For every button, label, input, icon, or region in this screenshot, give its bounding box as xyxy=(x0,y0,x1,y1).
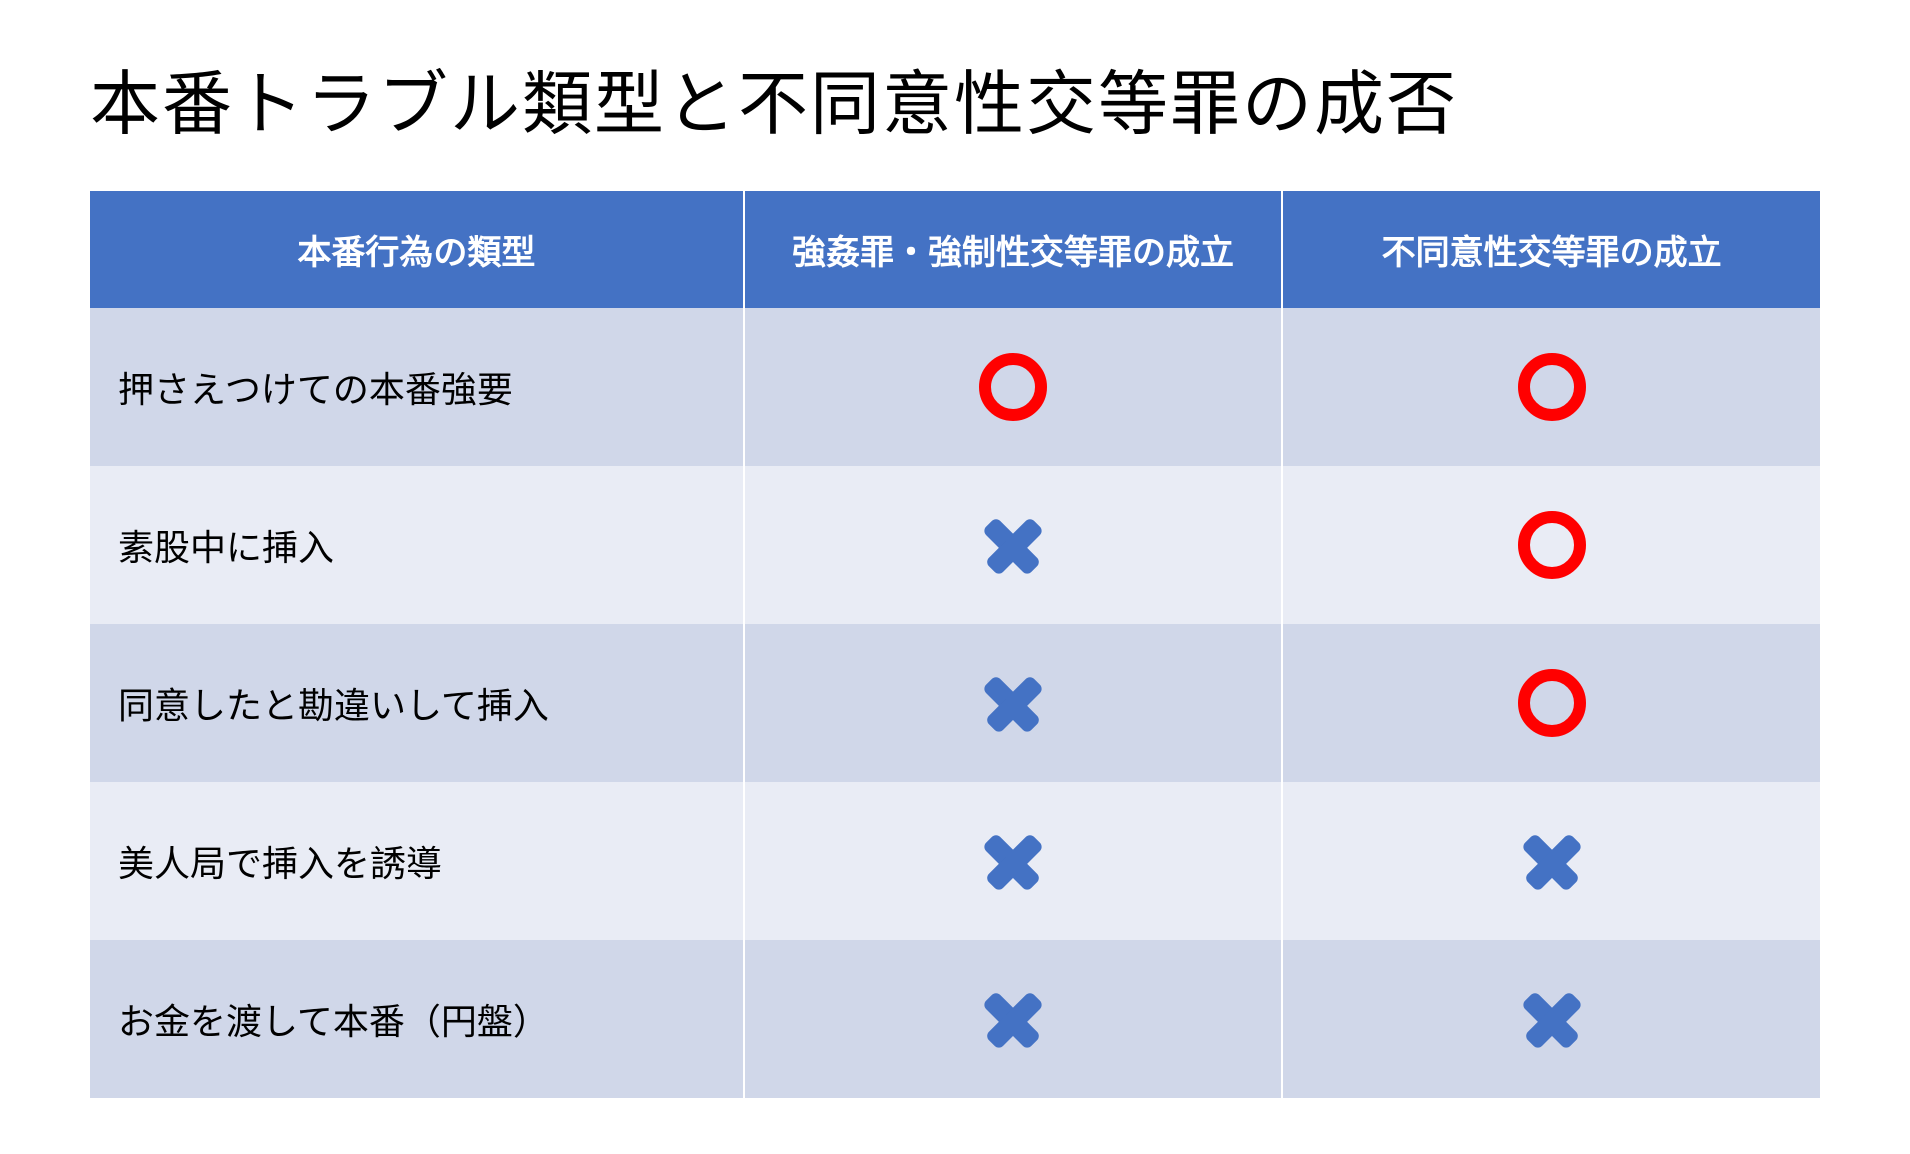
cross-icon xyxy=(973,505,1053,585)
column-header: 本番行為の類型 xyxy=(90,191,744,308)
row-label: 同意したと勘違いして挿入 xyxy=(90,624,744,782)
table-row: お金を渡して本番（円盤） xyxy=(90,940,1820,1098)
table-row: 押さえつけての本番強要 xyxy=(90,308,1820,466)
row-label: 押さえつけての本番強要 xyxy=(90,308,744,466)
table-row: 美人局で挿入を誘導 xyxy=(90,782,1820,940)
cross-icon xyxy=(973,821,1053,901)
slide-title: 本番トラブル類型と不同意性交等罪の成否 xyxy=(90,48,1820,149)
circle-icon xyxy=(1512,663,1592,743)
cross-icon xyxy=(973,663,1053,743)
row-label: 美人局で挿入を誘導 xyxy=(90,782,744,940)
mark-cell xyxy=(1282,466,1820,624)
mark-cell xyxy=(1282,624,1820,782)
row-label: 素股中に挿入 xyxy=(90,466,744,624)
mark-cell xyxy=(1282,308,1820,466)
table-row: 素股中に挿入 xyxy=(90,466,1820,624)
mark-cell xyxy=(744,308,1283,466)
row-label: お金を渡して本番（円盤） xyxy=(90,940,744,1098)
table-header-row: 本番行為の類型 強姦罪・強制性交等罪の成立 不同意性交等罪の成立 xyxy=(90,191,1820,308)
circle-icon xyxy=(1512,505,1592,585)
mark-cell xyxy=(1282,782,1820,940)
mark-cell xyxy=(744,782,1283,940)
cross-icon xyxy=(1512,821,1592,901)
mark-cell xyxy=(744,466,1283,624)
circle-icon xyxy=(973,347,1053,427)
mark-cell xyxy=(1282,940,1820,1098)
mark-cell xyxy=(744,624,1283,782)
circle-icon xyxy=(1512,347,1592,427)
comparison-table: 本番行為の類型 強姦罪・強制性交等罪の成立 不同意性交等罪の成立 押さえつけての… xyxy=(90,191,1820,1098)
cross-icon xyxy=(1512,979,1592,1059)
mark-cell xyxy=(744,940,1283,1098)
column-header: 不同意性交等罪の成立 xyxy=(1282,191,1820,308)
cross-icon xyxy=(973,979,1053,1059)
table-row: 同意したと勘違いして挿入 xyxy=(90,624,1820,782)
column-header: 強姦罪・強制性交等罪の成立 xyxy=(744,191,1283,308)
